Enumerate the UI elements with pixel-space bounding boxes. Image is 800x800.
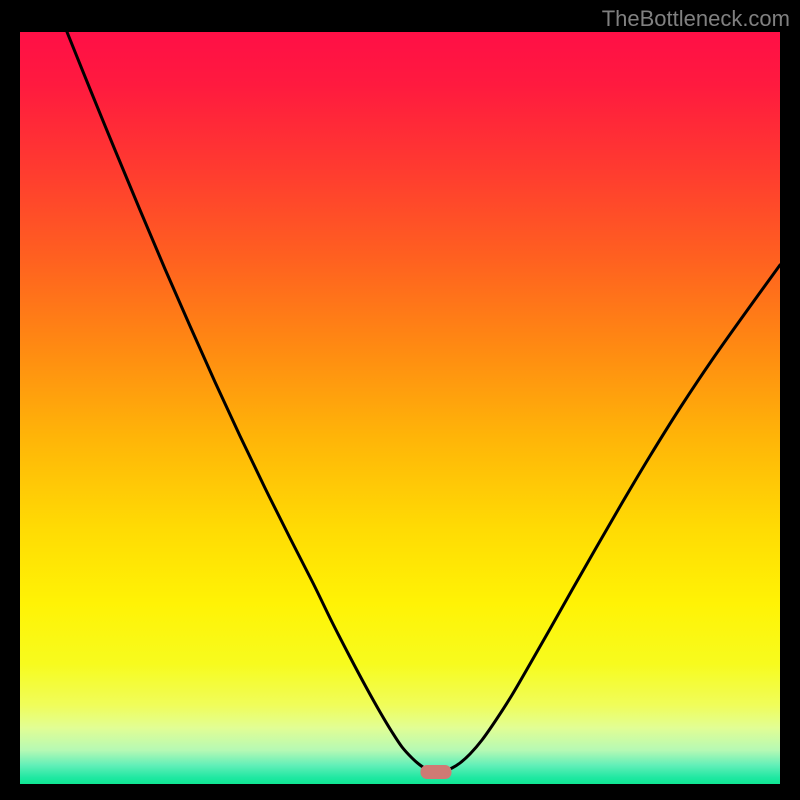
gradient-background [20,32,780,784]
chart-container: TheBottleneck.com [0,0,800,800]
plot-area [20,32,780,784]
bottleneck-curve-chart [20,32,780,784]
minimum-marker [421,766,451,779]
watermark-text: TheBottleneck.com [602,6,790,32]
